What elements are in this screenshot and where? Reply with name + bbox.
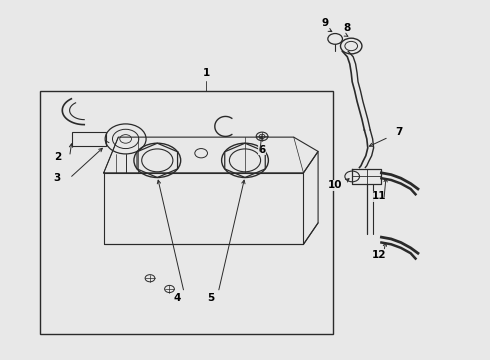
Text: 5: 5 (207, 293, 215, 303)
Text: 4: 4 (173, 293, 180, 303)
Text: 10: 10 (328, 180, 343, 190)
Text: 2: 2 (54, 152, 61, 162)
Text: 3: 3 (54, 173, 61, 183)
Text: 6: 6 (258, 145, 266, 155)
Text: 9: 9 (322, 18, 329, 28)
Bar (72, 132, 106, 146)
Text: 11: 11 (372, 191, 386, 201)
Text: 7: 7 (395, 127, 402, 137)
Text: 1: 1 (202, 68, 210, 78)
Text: 8: 8 (343, 23, 351, 33)
Bar (40, 91, 333, 334)
Text: 12: 12 (372, 250, 386, 260)
